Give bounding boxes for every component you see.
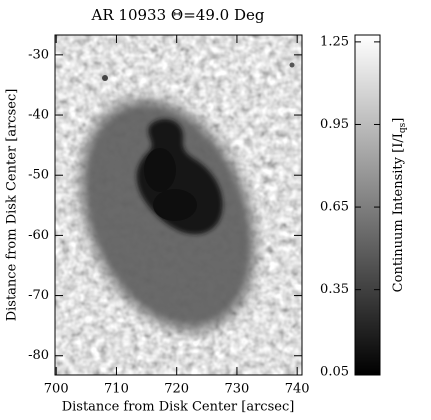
x-tick-label: 710	[104, 382, 129, 397]
y-tick-label: -30	[28, 47, 49, 62]
sunspot-image	[55, 35, 302, 375]
y-axis-label: Distance from Disk Center [arcsec]	[5, 89, 20, 322]
colorbar	[354, 34, 381, 376]
y-tick-label: -70	[28, 288, 49, 303]
y-tick-label: -50	[28, 168, 49, 183]
colorbar-tick-label: 0.05	[320, 365, 349, 380]
colorbar-tick-label: 0.35	[320, 282, 349, 297]
x-tick-label: 720	[164, 382, 189, 397]
plot-frame	[54, 34, 303, 376]
x-axis-label: Distance from Disk Center [arcsec]	[62, 400, 295, 415]
colorbar-label-sub: qs	[398, 122, 408, 133]
y-tick-label: -40	[28, 108, 49, 123]
colorbar-label-text: Continuum Intensity [I/I	[391, 133, 406, 292]
y-tick-label: -80	[28, 348, 49, 363]
y-tick-label: -60	[28, 228, 49, 243]
colorbar-tick-label: 0.95	[320, 117, 349, 132]
colorbar-label-end: ]	[391, 118, 406, 123]
colorbar-tick-label: 0.65	[320, 200, 349, 215]
x-tick-label: 730	[225, 382, 250, 397]
colorbar-tick-label: 1.25	[320, 34, 349, 49]
x-tick-label: 740	[285, 382, 310, 397]
x-tick-label: 700	[44, 382, 69, 397]
chart-title: AR 10933 Θ=49.0 Deg	[91, 6, 265, 24]
colorbar-label: Continuum Intensity [I/Iqs]	[391, 118, 408, 293]
